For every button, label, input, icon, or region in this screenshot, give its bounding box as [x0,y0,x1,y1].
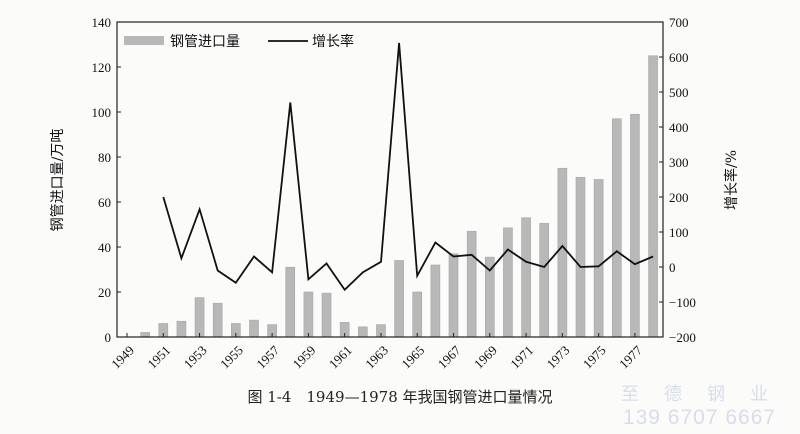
y2-tick-label: 0 [669,260,676,275]
y-axis-title: 钢管进口量/万吨 [50,129,66,232]
y2-tick-label: 100 [669,225,689,240]
bar-1974 [575,176,586,338]
figure-caption: 图 1-4 1949—1978 年我国钢管进口量情况 [247,388,553,406]
watermark-phone: 139 6707 6667 [622,406,777,429]
bar-1954 [212,302,223,338]
bar-1977 [630,113,640,338]
y-tick-label: 80 [98,150,111,165]
bar-1975 [593,179,604,338]
bar-1965 [412,291,423,338]
bar-1973 [557,167,568,338]
bar-1969 [484,256,495,338]
bar-1950 [140,332,150,338]
bar-1966 [430,264,441,338]
watermark-company: 至 德 钢 业 [620,384,778,404]
x-tick-label: 1955 [217,343,246,372]
watermark: 至 德 钢 业 139 6707 6667 [621,380,778,430]
bar-1960 [321,292,332,338]
bar-1952 [176,320,187,338]
y2-tick-label: 600 [669,50,689,65]
y2-tick-label: 200 [669,190,689,205]
legend-bar-swatch [124,36,164,45]
x-tick-label: 1953 [181,343,210,372]
x-tick-label: 1949 [108,343,137,372]
y2-tick-label: −200 [669,330,696,345]
x-tick-label: 1969 [471,343,500,372]
bar-1967 [448,253,459,338]
bar-1978 [648,55,658,338]
bar-1958 [285,266,296,338]
y-tick-label: 40 [98,240,111,255]
x-tick-label: 1961 [326,343,355,372]
y-tick-label: 0 [105,330,112,345]
bar-1962 [358,326,368,338]
y2-axis-title: 增长率/% [723,150,740,210]
x-tick-label: 1975 [580,343,609,372]
legend-bar-label: 钢管进口量 [170,34,240,50]
x-tick-label: 1971 [507,343,536,372]
y2-tick-label: 300 [669,155,689,170]
x-tick-label: 1963 [362,343,391,372]
y-tick-label: 60 [98,195,111,210]
y-tick-label: 100 [92,105,112,120]
y2-tick-label: 700 [669,15,689,30]
x-tick-label: 1965 [398,343,427,372]
x-tick-label: 1973 [543,343,572,372]
bar-1976 [611,118,622,338]
y-tick-label: 20 [98,285,111,300]
bar-1953 [194,297,205,338]
y-tick-label: 140 [92,15,112,30]
y2-tick-label: 500 [669,85,689,100]
growth-rate-line [162,42,654,292]
y2-tick-label: −100 [669,295,696,310]
bar-1971 [521,217,531,338]
x-tick-label: 1957 [253,342,282,371]
bar-1956 [249,319,259,338]
x-tick-label: 1977 [616,342,645,371]
chart: 0 20 40 60 80 100 120 140 −200 −100 0 100 200 300 400 5… [50,15,740,372]
bar-1959 [303,291,314,338]
x-tick-label: 1951 [144,343,173,372]
bar-1964 [394,260,404,338]
x-tick-label: 1959 [290,343,319,372]
bar-1970 [503,227,513,338]
bar-1972 [539,223,550,338]
x-tick-label: 1967 [435,342,464,371]
y-tick-label: 120 [92,60,112,75]
y2-tick-label: 400 [669,120,689,135]
bar-1968 [466,230,477,338]
legend-line-label: 增长率 [312,33,354,50]
plot-frame [116,21,664,338]
